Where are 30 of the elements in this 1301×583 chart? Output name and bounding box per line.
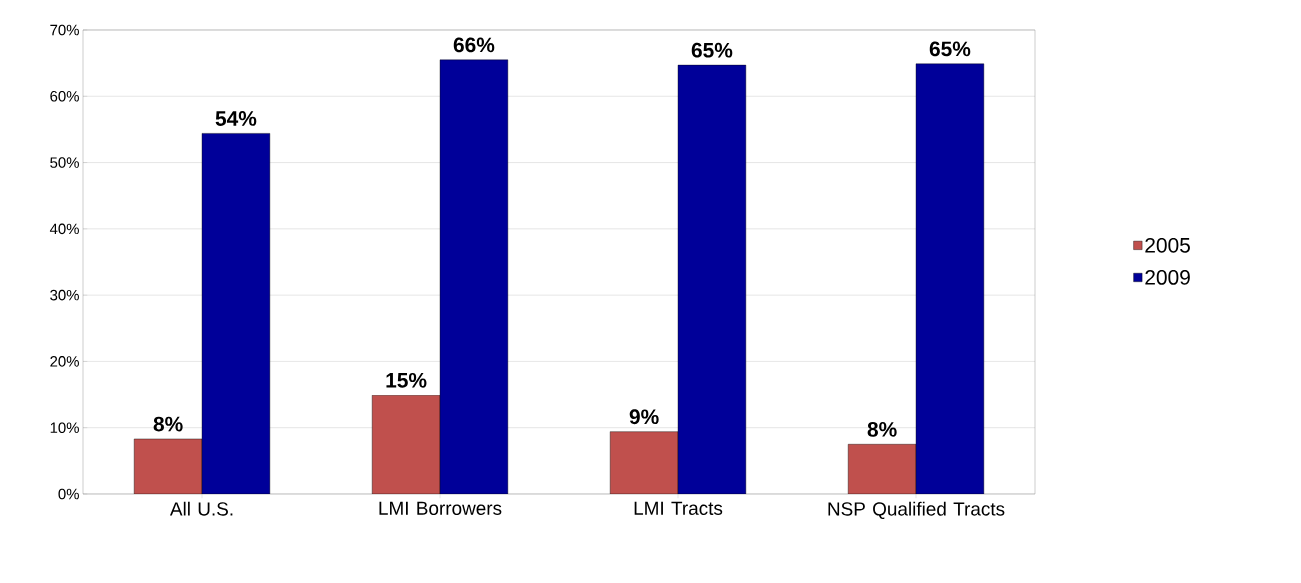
- bar: [201, 133, 271, 494]
- data-label: 9%: [629, 409, 659, 425]
- legend-label: 2005: [1145, 237, 1190, 253]
- bar: [439, 59, 509, 494]
- x-tick-label: LMI Tracts: [634, 501, 723, 515]
- x-tick-label: NSP Qualified Tracts: [828, 501, 1005, 520]
- y-tick-label: 70%: [50, 24, 79, 36]
- y-tick-label: 50%: [50, 157, 79, 168]
- bar: [847, 444, 917, 494]
- x-tick-label: All U.S.: [169, 501, 233, 516]
- x-tick-label: LMI Borrowers: [379, 501, 502, 515]
- data-label: 65%: [691, 42, 733, 58]
- data-label: 8%: [867, 421, 897, 437]
- data-label: 54%: [215, 111, 257, 126]
- y-tick-label: 60%: [50, 90, 79, 102]
- data-label: 65%: [929, 41, 971, 57]
- bar: [609, 431, 679, 494]
- y-tick-label: 20%: [50, 356, 79, 367]
- bar: [133, 438, 203, 494]
- bar: [677, 64, 747, 494]
- y-tick-label: 30%: [50, 289, 79, 301]
- y-tick-label: 0%: [58, 488, 79, 500]
- bar: [371, 395, 441, 494]
- bar: [915, 63, 985, 494]
- data-label: 8%: [153, 416, 183, 432]
- y-tick-label: 10%: [50, 422, 79, 433]
- data-label: 66%: [453, 37, 495, 53]
- y-tick-label: 40%: [49, 223, 79, 235]
- data-label: 15%: [386, 372, 427, 388]
- legend-label: 2009: [1145, 269, 1190, 285]
